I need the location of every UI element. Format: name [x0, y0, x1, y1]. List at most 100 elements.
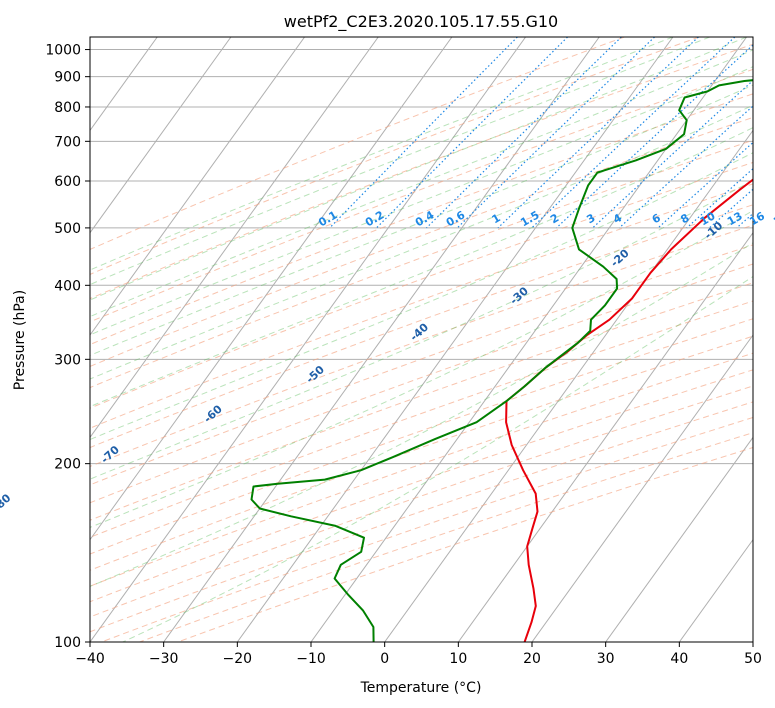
chart-title: wetPf2_C2E3.2020.105.17.55.G10: [284, 12, 558, 32]
moist-adiabat: [90, 37, 674, 271]
isotherm-line: [90, 37, 379, 439]
moist-adiabat: [90, 152, 753, 440]
mixing-ratio-line: [618, 105, 753, 229]
mixing-ratio-line: [376, 37, 569, 229]
dry-adiabat: [90, 139, 753, 389]
dry-adiabat-label: -70: [98, 443, 122, 466]
mixing-ratio-label: 13: [725, 209, 745, 228]
moist-adiabat: [90, 84, 753, 356]
dry-adiabat: [90, 244, 753, 486]
isotherm-line: [678, 538, 753, 642]
moist-adiabat: [90, 49, 753, 318]
dry-adiabat: [90, 183, 753, 429]
dry-adiabat-label: -60: [201, 402, 225, 425]
moist-adiabat: [90, 104, 753, 380]
y-tick-label: 900: [54, 70, 81, 86]
x-tick-label: −10: [296, 651, 326, 667]
x-axis-label: Temperature (°C): [360, 680, 482, 696]
mixing-ratio-line: [592, 79, 753, 229]
dry-adiabat: [90, 300, 753, 538]
dry-adiabat: [90, 352, 753, 587]
mixing-ratio-label: 0.4: [413, 208, 437, 229]
dry-adiabat: [90, 318, 753, 555]
moist-adiabat: [90, 37, 747, 301]
moist-adiabat: [90, 179, 753, 480]
mixing-ratio-line: [531, 37, 736, 229]
dry-adiabat: [90, 37, 700, 275]
dry-adiabat: [90, 93, 753, 346]
y-tick-label: 700: [54, 134, 81, 150]
dry-adiabat: [90, 161, 753, 409]
isotherm-line: [457, 231, 753, 642]
dry-adiabat: [90, 369, 753, 603]
x-tick-label: 40: [670, 651, 688, 667]
y-tick-label: 800: [54, 100, 81, 116]
dewpoint-profile: [250, 79, 753, 642]
dry-adiabat: [90, 116, 753, 367]
dry-adiabat: [139, 432, 753, 642]
mixing-ratio-line: [686, 167, 753, 229]
dry-adiabat: [90, 385, 753, 618]
plot-frame: [89, 36, 754, 643]
axes: 0.10.20.40.611.52346810131620253036-100-…: [0, 43, 775, 667]
plot-series: [250, 79, 753, 642]
dry-adiabat: [90, 204, 753, 449]
x-tick-label: −20: [223, 651, 253, 667]
x-tick-label: −40: [75, 651, 105, 667]
x-tick-label: 0: [380, 651, 389, 667]
dry-adiabat: [90, 224, 753, 467]
isotherm-line: [384, 129, 753, 642]
mixing-ratio-line: [456, 37, 656, 229]
y-tick-label: 300: [54, 352, 81, 368]
dry-adiabat: [90, 282, 753, 521]
x-tick-label: 30: [597, 651, 615, 667]
mixing-ratio-line: [329, 37, 518, 229]
dry-adiabat: [177, 447, 753, 642]
isotherm-line: [236, 37, 674, 642]
y-tick-label: 500: [54, 221, 81, 237]
isotherm-line: [90, 37, 232, 234]
isotherm-line: [90, 37, 453, 541]
x-tick-label: −30: [149, 651, 179, 667]
y-tick-label: 600: [54, 174, 81, 190]
mixing-ratio-label: 3: [584, 211, 597, 226]
mixing-ratio-line: [426, 37, 622, 229]
mixing-ratio-label: 0.6: [444, 208, 468, 229]
x-tick-label: 20: [523, 651, 541, 667]
y-tick-label: 200: [54, 457, 81, 473]
mixing-ratio-label: 16: [747, 209, 767, 228]
isotherm-line: [752, 641, 753, 642]
dry-adiabat-label: -80: [0, 491, 14, 514]
dry-adiabat: [101, 416, 753, 642]
plot-lines: [0, 37, 775, 642]
dry-adiabat: [90, 37, 625, 250]
isotherm-line: [531, 334, 753, 642]
y-tick-label: 400: [54, 278, 81, 294]
moist-adiabat: [90, 66, 753, 336]
isotherm-line: [310, 37, 748, 642]
mixing-ratio-label: 6: [650, 211, 663, 226]
moist-adiabat: [122, 275, 753, 642]
mixing-ratio-label: 0.2: [363, 208, 386, 229]
isotherm-line: [0, 37, 10, 642]
x-tick-label: 10: [449, 651, 467, 667]
dry-adiabat-label: -20: [608, 246, 632, 269]
mixing-ratio-label: 4: [611, 211, 624, 226]
moist-adiabat: [90, 209, 753, 528]
moist-adiabat: [90, 242, 753, 587]
mixing-ratio-label: 20: [771, 209, 775, 228]
mixing-ratio-label: 2: [548, 211, 561, 226]
y-tick-label: 100: [54, 635, 81, 651]
isotherm-line: [605, 436, 753, 642]
moist-adiabat: [90, 127, 753, 408]
mixing-ratio-line: [759, 37, 775, 228]
isotherm-line: [90, 37, 306, 336]
x-tick-label: 50: [744, 651, 762, 667]
dry-adiabat: [90, 335, 753, 571]
dry-adiabat: [90, 401, 753, 633]
dry-adiabat: [90, 68, 753, 323]
mixing-ratio-line: [556, 44, 753, 229]
dry-adiabat-label: -50: [304, 363, 328, 386]
